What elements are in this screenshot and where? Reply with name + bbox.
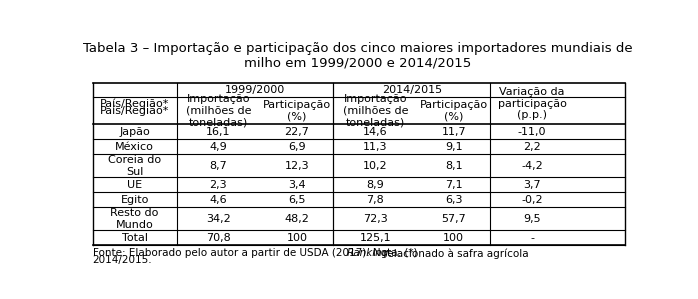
Text: 6,3: 6,3 (445, 195, 463, 205)
Text: Coreia do
Sul: Coreia do Sul (108, 155, 161, 176)
Text: relacionado à safra agrícola: relacionado à safra agrícola (380, 248, 528, 259)
Text: 2014/2015.: 2014/2015. (93, 255, 152, 265)
Text: País/Região*: País/Região* (100, 98, 170, 109)
Text: 9,1: 9,1 (445, 142, 463, 152)
Text: 16,1: 16,1 (206, 127, 230, 137)
Text: 7,8: 7,8 (366, 195, 384, 205)
Text: -4,2: -4,2 (521, 161, 543, 171)
Text: 22,7: 22,7 (284, 127, 309, 137)
Text: Importação
(milhões de
toneladas): Importação (milhões de toneladas) (186, 94, 251, 127)
Text: 8,1: 8,1 (445, 161, 463, 171)
Text: Japão: Japão (119, 127, 150, 137)
Text: Egito: Egito (120, 195, 149, 205)
Text: 48,2: 48,2 (284, 214, 309, 224)
Text: 3,4: 3,4 (288, 180, 306, 190)
Text: Participação
(%): Participação (%) (419, 100, 488, 121)
Text: 57,7: 57,7 (441, 214, 466, 224)
Text: 1999/2000: 1999/2000 (225, 85, 285, 95)
Text: 34,2: 34,2 (206, 214, 231, 224)
Text: 2,3: 2,3 (209, 180, 228, 190)
Text: México: México (115, 142, 154, 152)
Text: 12,3: 12,3 (285, 161, 309, 171)
Text: 4,9: 4,9 (209, 142, 228, 152)
Text: 9,5: 9,5 (524, 214, 541, 224)
Text: 125,1: 125,1 (359, 233, 391, 243)
Text: Importação
(milhões de
toneladas): Importação (milhões de toneladas) (343, 94, 408, 127)
Text: Total: Total (121, 233, 147, 243)
Text: 11,7: 11,7 (441, 127, 466, 137)
Text: 10,2: 10,2 (363, 161, 387, 171)
Text: 14,6: 14,6 (363, 127, 387, 137)
Text: UE: UE (127, 180, 142, 190)
Text: Participação
(%): Participação (%) (263, 100, 331, 121)
Text: 6,9: 6,9 (288, 142, 306, 152)
Text: 2,2: 2,2 (524, 142, 541, 152)
Text: 3,7: 3,7 (524, 180, 541, 190)
Text: -11,0: -11,0 (518, 127, 547, 137)
Text: 4,6: 4,6 (209, 195, 228, 205)
Text: Resto do
Mundo: Resto do Mundo (110, 208, 158, 230)
Text: Ranking: Ranking (347, 248, 389, 258)
Text: 100: 100 (443, 233, 464, 243)
Text: -: - (530, 233, 534, 243)
Text: Variação da
participação
(p.p.): Variação da participação (p.p.) (498, 87, 567, 120)
Text: 7,1: 7,1 (445, 180, 463, 190)
Text: 72,3: 72,3 (363, 214, 387, 224)
Text: Fonte: Elaborado pelo autor a partir de USDA (2017). Nota: (*): Fonte: Elaborado pelo autor a partir de … (93, 248, 420, 258)
Text: 2014/2015: 2014/2015 (382, 85, 442, 95)
Text: 8,9: 8,9 (366, 180, 384, 190)
Text: 6,5: 6,5 (288, 195, 306, 205)
Text: 100: 100 (286, 233, 307, 243)
Text: 70,8: 70,8 (206, 233, 231, 243)
Text: 8,7: 8,7 (209, 161, 228, 171)
Text: País/Região*: País/Região* (100, 105, 170, 116)
Text: Tabela 3 – Importação e participação dos cinco maiores importadores mundiais de
: Tabela 3 – Importação e participação dos… (83, 42, 632, 70)
Text: 11,3: 11,3 (363, 142, 387, 152)
Text: -0,2: -0,2 (521, 195, 543, 205)
